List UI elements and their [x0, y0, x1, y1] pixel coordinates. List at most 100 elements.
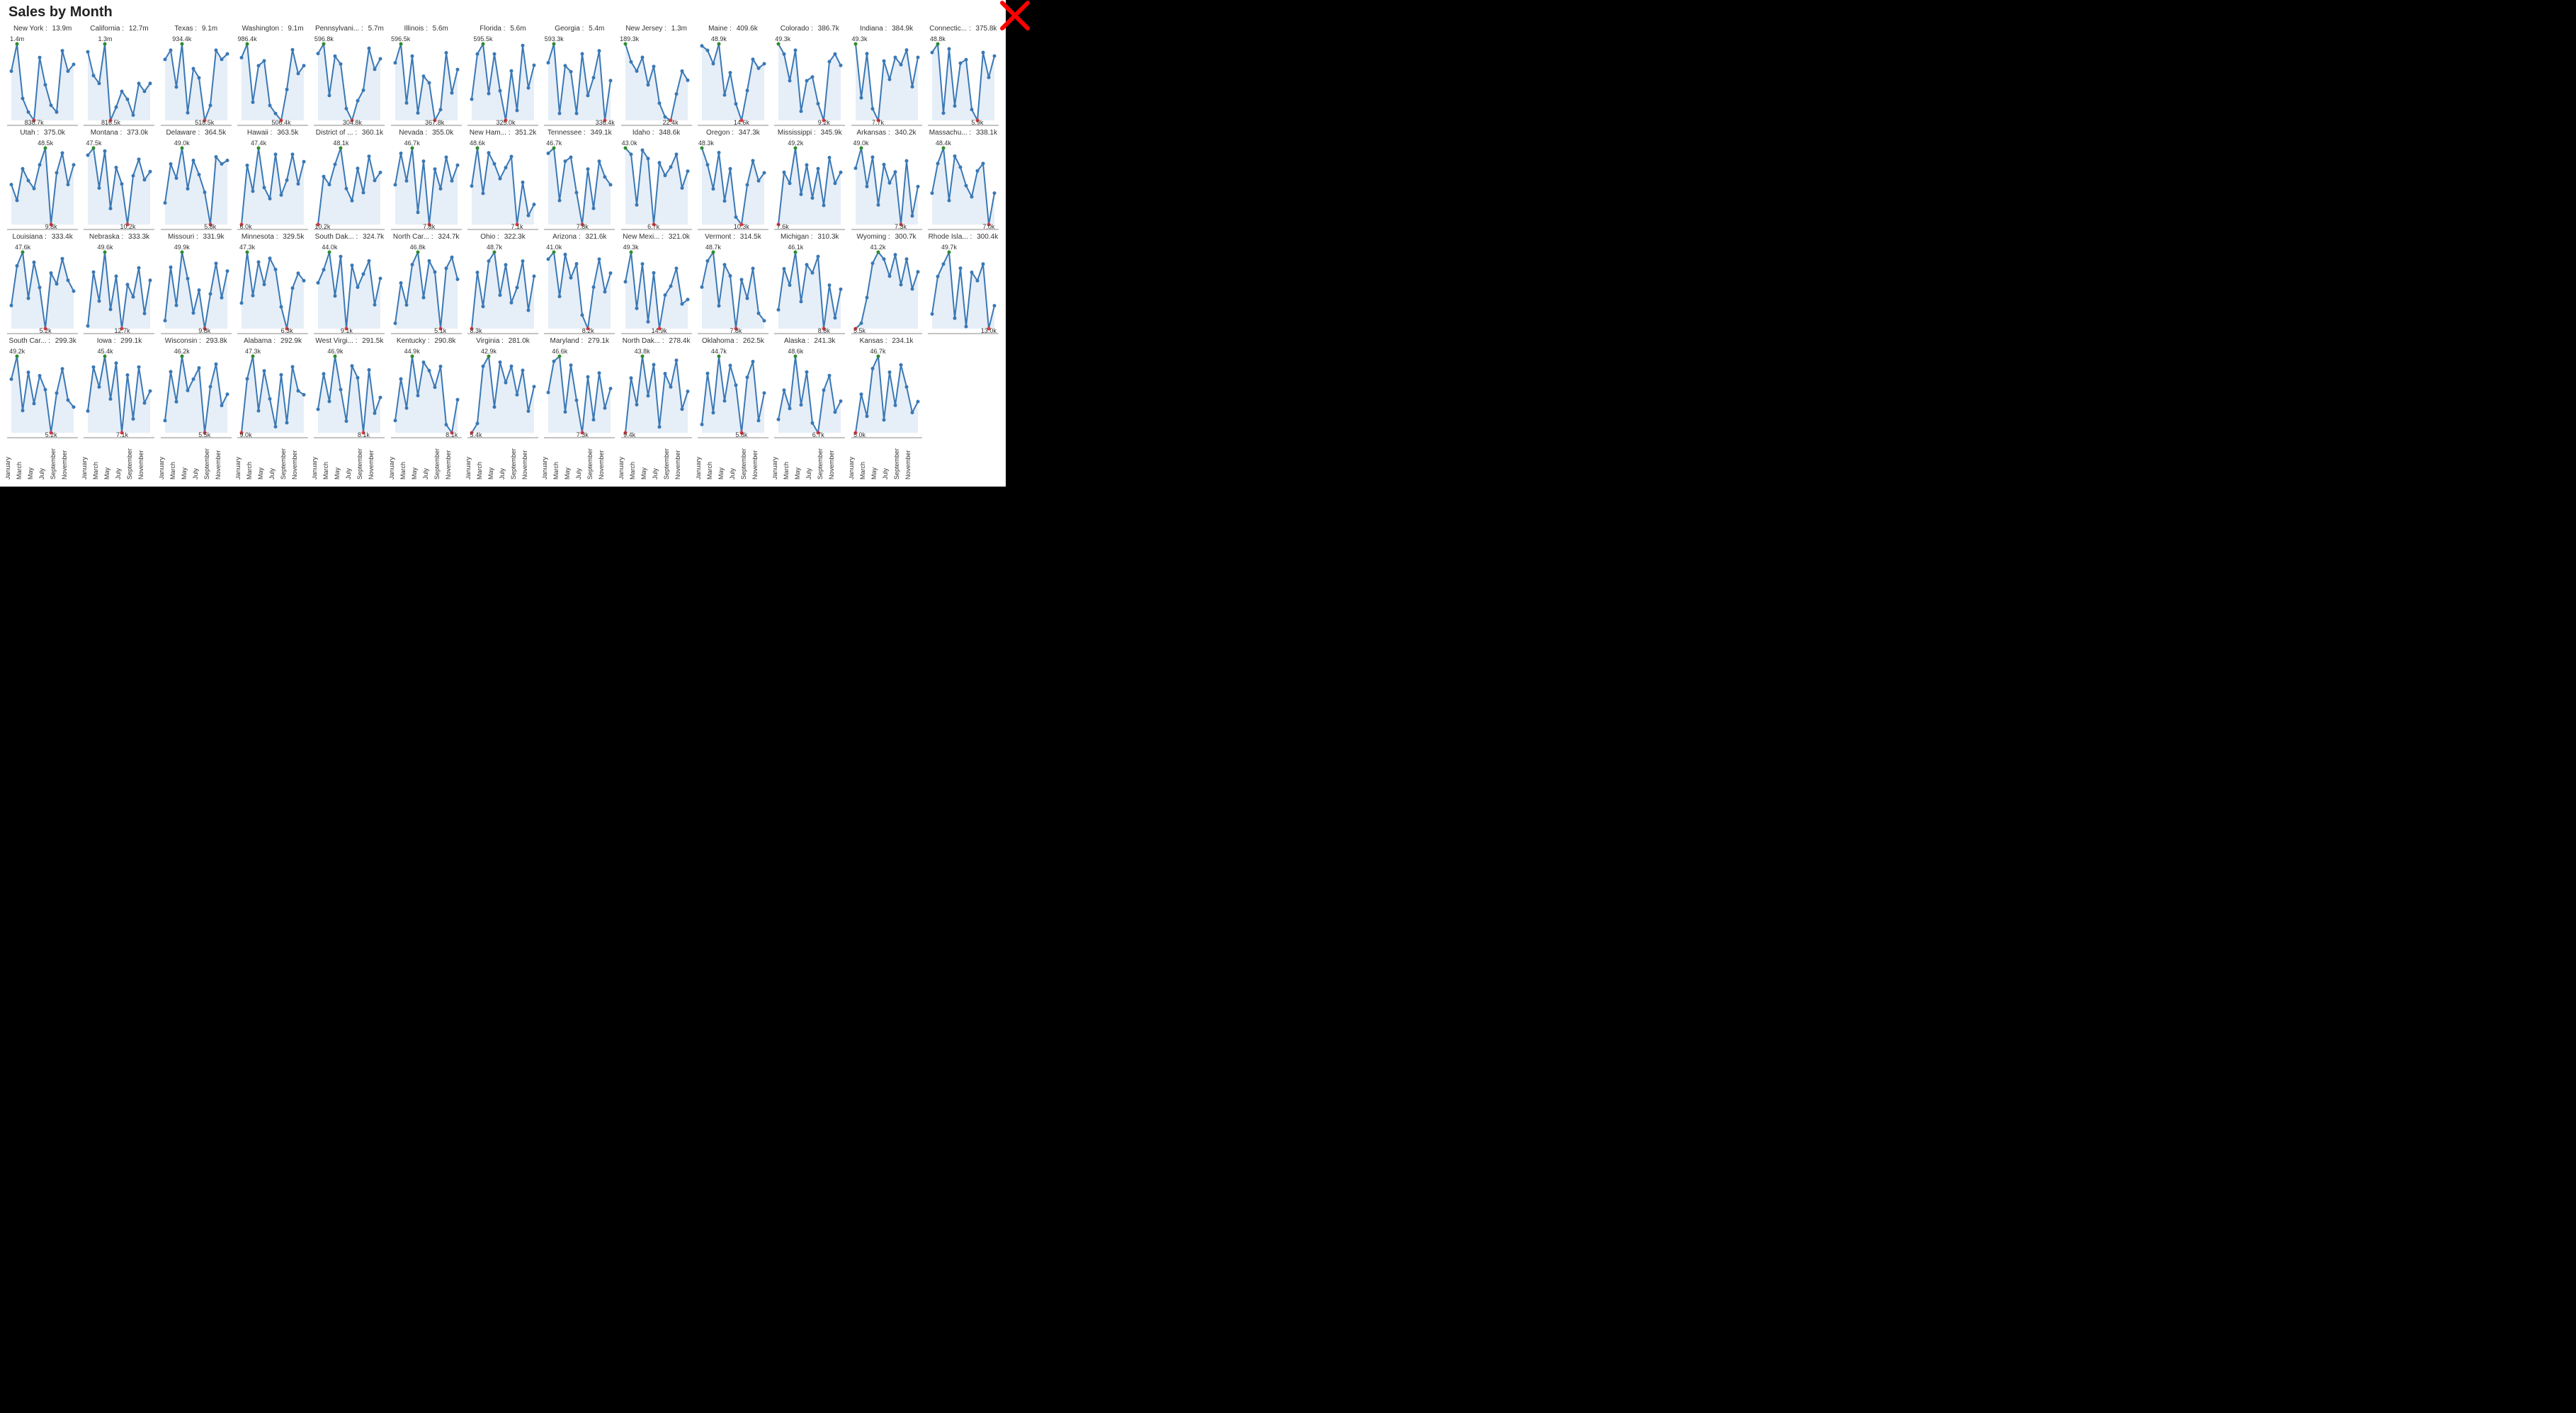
x-axis: JanuaryMarchMayJulySeptemberNovember [466, 438, 540, 481]
state-name: Idaho [632, 129, 650, 137]
svg-text:September: September [740, 448, 747, 479]
sparkline-chart: 48.6k7.1k [467, 138, 538, 230]
cell-header: Texas : 9.1m [159, 25, 233, 34]
sparkline-chart: 46.2k5.5k [161, 346, 232, 438]
state-total: 9.1m [288, 25, 303, 33]
state-total: 324.7k [438, 233, 459, 241]
x-axis: JanuaryMarchMayJulySeptemberNovember [773, 438, 846, 481]
svg-text:March: March [476, 462, 483, 479]
sparkline-cell: Rhode Isla... : 300.4k49.7k13.0k [926, 233, 1000, 334]
svg-text:November: November [291, 450, 298, 479]
state-total: 348.6k [659, 129, 680, 137]
state-name: Montana [91, 129, 118, 137]
sparkline-chart: 593.3k336.4k [544, 34, 615, 126]
state-name: Florida [480, 25, 501, 33]
sparkline-chart: 43.8k9.4k [621, 346, 692, 438]
state-name: Tennessee [547, 129, 581, 137]
sparkline-chart: 41.2k5.5k [851, 242, 922, 334]
svg-text:July: July [652, 467, 659, 479]
state-total: 363.5k [277, 129, 298, 137]
svg-text:July: July [38, 467, 45, 479]
svg-text:January: January [849, 456, 855, 479]
state-name: Mississippi [778, 129, 812, 137]
state-name: Arizona [552, 233, 577, 241]
svg-text:November: November [674, 450, 681, 479]
cell-header: New York : 13.9m [6, 25, 79, 34]
cell-header: Connectic... : 375.8k [926, 25, 1000, 34]
sparkline-chart: 44.9k8.1k [391, 346, 462, 438]
sparkline-cell: Florida : 5.6m595.5k325.0k [466, 25, 540, 126]
x-axis: JanuaryMarchMayJulySeptemberNovember [619, 438, 693, 481]
state-name: Louisiana [13, 233, 43, 241]
cell-header: Mississippi : 345.9k [773, 129, 846, 138]
state-name: South Car... [9, 337, 47, 345]
svg-text:July: July [345, 467, 352, 479]
state-name: Maryland [550, 337, 579, 345]
state-total: 321.6k [585, 233, 606, 241]
svg-text:November: November [904, 450, 912, 479]
sparkline-cell: Wisconsin : 293.8k46.2k5.5kJanuaryMarchM… [159, 337, 233, 481]
sparkline-cell: Maryland : 279.1k46.6k7.3kJanuaryMarchMa… [543, 337, 616, 481]
svg-text:November: November [215, 450, 222, 479]
state-total: 241.3k [814, 337, 835, 345]
state-total: 314.5k [740, 233, 761, 241]
state-total: 321.0k [669, 233, 690, 241]
x-axis: JanuaryMarchMayJulySeptemberNovember [312, 438, 386, 481]
state-name: Arkansas [857, 129, 887, 137]
cell-header: Alabama : 292.9k [236, 337, 310, 346]
sparkline-cell: Mississippi : 345.9k49.2k7.6k [773, 129, 846, 230]
state-name: New Mexi... [623, 233, 659, 241]
svg-text:July: July [115, 467, 122, 479]
state-total: 9.1m [202, 25, 217, 33]
sparkline-cell: Colorado : 386.7k49.3k9.2k [773, 25, 846, 126]
cell-header: Ohio : 322.3k [466, 233, 540, 242]
svg-text:May: May [257, 467, 264, 479]
state-total: 293.8k [206, 337, 227, 345]
state-name: New York [13, 25, 43, 33]
svg-text:November: November [445, 450, 452, 479]
sparkline-chart: 49.0k5.8k [161, 138, 232, 230]
state-name: Pennsylvani... [315, 25, 359, 33]
sparkline-chart: 46.7k7.8k [544, 138, 615, 230]
cell-header: Missouri : 331.9k [159, 233, 233, 242]
svg-text:January: January [159, 456, 165, 479]
state-name: Minnesota [242, 233, 274, 241]
sparkline-cell: Arkansas : 340.2k49.0k7.3k [849, 129, 923, 230]
sparkline-chart: 48.9k14.6k [698, 34, 768, 126]
state-name: Georgia [555, 25, 580, 33]
sparkline-chart: 595.5k325.0k [467, 34, 538, 126]
sparkline-cell: Hawaii : 363.5k47.4k6.0k [236, 129, 310, 230]
state-total: 300.4k [977, 233, 998, 241]
cell-header: Georgia : 5.4m [543, 25, 616, 34]
cell-header: Wyoming : 300.7k [849, 233, 923, 242]
sparkline-chart: 48.4k7.0k [928, 138, 999, 230]
state-total: 324.7k [363, 233, 384, 241]
state-total: 345.9k [821, 129, 842, 137]
sparkline-chart: 49.9k9.8k [161, 242, 232, 334]
state-name: New Ham... [470, 129, 506, 137]
sparkline-cell: New Jersey : 1.3m189.3k22.4k [619, 25, 693, 126]
sparkline-chart: 46.1k8.8k [774, 242, 845, 334]
sparkline-cell: New York : 13.9m1.4m838.7k [6, 25, 79, 126]
state-name: District of ... [316, 129, 353, 137]
state-total: 386.7k [818, 25, 839, 33]
sparkline-cell: Nebraska : 333.3k49.6k12.7k [82, 233, 156, 334]
sparkline-chart: 47.5k10.2k [84, 138, 154, 230]
x-axis: JanuaryMarchMayJulySeptemberNovember [6, 438, 79, 481]
cell-header: Iowa : 299.1k [82, 337, 156, 346]
state-total: 355.0k [432, 129, 453, 137]
sparkline-cell: Connectic... : 375.8k48.8k5.9k [926, 25, 1000, 126]
state-name: Utah [20, 129, 35, 137]
report-title: Sales by Month [8, 4, 1000, 21]
state-name: Nevada [399, 129, 423, 137]
state-name: Indiana [860, 25, 883, 33]
sparkline-cell: Iowa : 299.1k45.4k7.1kJanuaryMarchMayJul… [82, 337, 156, 481]
sparkline-cell: District of ... : 360.1k48.1k10.2k [312, 129, 386, 230]
svg-text:May: May [640, 467, 647, 479]
sparkline-chart: 46.7k5.0k [851, 346, 922, 438]
state-name: Rhode Isla... [929, 233, 968, 241]
state-total: 5.6m [510, 25, 526, 33]
svg-text:November: November [61, 450, 68, 479]
sparkline-cell: Georgia : 5.4m593.3k336.4k [543, 25, 616, 126]
svg-text:March: March [706, 462, 713, 479]
